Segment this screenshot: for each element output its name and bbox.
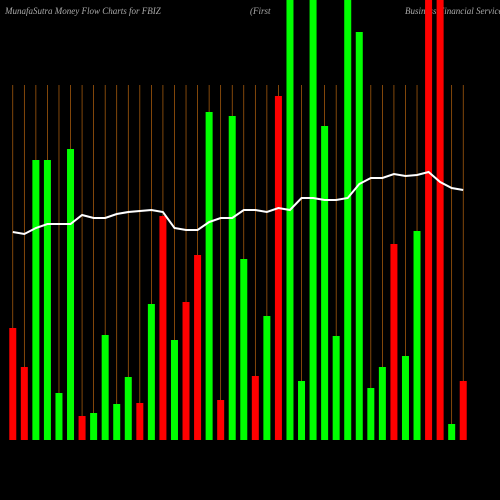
bar xyxy=(159,216,167,440)
bar xyxy=(205,112,213,440)
bar xyxy=(344,0,352,440)
bar xyxy=(459,381,467,440)
bar xyxy=(332,336,340,440)
bar xyxy=(436,0,444,440)
bar xyxy=(170,340,178,440)
bar xyxy=(274,96,282,440)
bar xyxy=(147,304,155,440)
bar xyxy=(113,404,121,440)
bar xyxy=(378,367,386,440)
bar xyxy=(321,126,329,440)
bar xyxy=(78,416,86,440)
bar xyxy=(425,0,433,440)
bar xyxy=(367,388,375,440)
bar xyxy=(90,413,98,440)
bar xyxy=(217,400,225,440)
company-name: (First xyxy=(250,6,271,16)
bar xyxy=(401,356,409,440)
bar xyxy=(55,393,63,440)
money-flow-line xyxy=(12,170,464,236)
bar xyxy=(20,367,28,440)
bar xyxy=(240,259,248,440)
bar xyxy=(124,377,132,440)
company-name: Business Financial Services xyxy=(405,6,500,16)
bar xyxy=(355,32,363,440)
bar xyxy=(263,316,271,440)
bar xyxy=(298,381,306,440)
bar xyxy=(194,255,202,440)
bar xyxy=(309,0,317,440)
bar xyxy=(182,302,190,440)
bar xyxy=(413,231,421,440)
bar xyxy=(390,244,398,440)
bar xyxy=(9,328,17,440)
bar xyxy=(448,424,456,440)
chart-title: MunafaSutra Money Flow Charts for FBIZ xyxy=(4,6,162,16)
bar xyxy=(251,376,259,440)
bar xyxy=(228,116,236,440)
bar xyxy=(286,0,294,440)
bar xyxy=(101,335,109,440)
bar xyxy=(67,149,75,440)
bar xyxy=(43,160,51,440)
bar xyxy=(136,403,144,440)
bar xyxy=(32,160,40,440)
